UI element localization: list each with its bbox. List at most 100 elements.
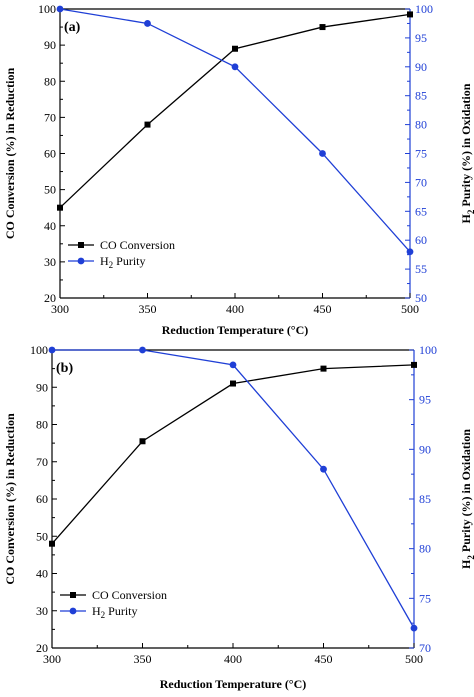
h2-purity-point [406,248,414,256]
h2-purity-point [48,346,56,354]
legend-marker-co-conversion [70,592,76,598]
x-tick-label: 350 [134,652,152,666]
y-left-tick-label: 90 [44,38,56,52]
legend: CO Conversion H2 Purity [60,588,167,620]
chart-panel-b: 300 350 400 450 500 20 30 40 50 60 70 80 90 100 70 75 80… [3,343,474,691]
h2-purity-point [320,465,327,473]
y-axis-left-label: CO Conversion (%) in Reduction [3,68,17,240]
h2-purity-point [410,624,418,632]
h2-purity-line [59,8,411,253]
y-left-tick-label: 80 [36,418,48,432]
y-right-tick-label: 75 [419,591,431,605]
y-left-tick-label: 50 [44,183,56,197]
y-axis-right-label-main: H [459,559,473,569]
co-conversion-point [411,361,417,368]
y-left-tick-label: 70 [44,110,56,124]
h2-purity-point [319,150,326,157]
y-left-tick-label: 50 [36,529,48,543]
legend: CO Conversion H2 Purity [68,238,175,270]
y-left-tick-label: 20 [44,291,56,305]
y-right-tick-label: 70 [415,175,427,189]
h2-purity-point [144,20,151,27]
co-conversion-point [49,540,55,547]
y-left-tick-label: 30 [36,604,48,618]
legend-label-h2-purity: H2 Purity [92,604,138,620]
y-right-tick-label: 95 [419,393,431,407]
y-right-tick-label: 90 [419,442,431,456]
y-axis-right-label-rest: Purity (%) in Oxidation [459,83,473,209]
y-right-tick-label: 80 [419,542,431,556]
legend-label-co-conversion: CO Conversion [100,238,175,252]
x-tick-label: 300 [51,302,69,316]
h2-purity-point [139,346,146,354]
y-right-tick-label: 85 [415,89,427,103]
co-conversion-point [407,11,413,18]
y-right-tick-label: 60 [415,233,427,247]
y-right-tick-label: 55 [415,262,427,276]
y-right-tick-label: 100 [419,343,437,357]
h2-purity-line [52,349,415,629]
y-left-tick-label: 40 [36,567,48,581]
legend-marker-co-conversion [78,242,84,248]
y-right-tick-label: 75 [415,147,427,161]
legend-label-sub: 2 [101,610,106,620]
legend-marker-h2-purity [77,257,85,265]
x-tick-label: 450 [315,652,333,666]
y-right-tick-label: 65 [415,204,427,218]
x-tick-label: 450 [314,302,332,316]
y-left-tick-label: 60 [44,147,56,161]
x-tick-label: 400 [226,302,244,316]
y-left-tick-label: 30 [44,255,56,269]
panel-label: (a) [64,20,81,35]
legend-label-h2-purity: H2 Purity [100,254,146,270]
co-conversion-point [319,24,326,31]
legend-label-rest: Purity [105,604,137,618]
y-left-tick-label: 20 [36,641,48,655]
legend-label-main: H [100,254,109,268]
x-axis-label: Reduction Temperature (°C) [162,323,309,337]
x-tick-label: 350 [139,302,157,316]
y-left-tick-label: 100 [38,2,56,16]
y-right-tick-label: 95 [415,31,427,45]
x-tick-label: 300 [43,652,61,666]
legend-label-main: H [92,604,101,618]
y-axis-right-label-sub: 2 [466,209,474,214]
legend-label-co-conversion: CO Conversion [92,588,167,602]
co-conversion-point [139,438,146,445]
co-conversion-point [144,121,151,128]
y-right-tick-label: 50 [415,291,427,305]
co-conversion-point [230,380,236,387]
legend-label-rest: Purity [113,254,145,268]
co-conversion-line [51,364,415,545]
y-left-tick-label: 60 [36,492,48,506]
y-right-tick-label: 90 [415,60,427,74]
x-tick-label: 500 [401,302,419,316]
y-axis-right-label: H2 Purity (%) in Oxidation [459,429,474,569]
y-right-tick-label: 100 [415,2,433,16]
panel-label: (b) [56,361,73,376]
co-conversion-line [59,13,411,209]
h2-purity-point [56,5,64,13]
y-axis-right-label-rest: Purity (%) in Oxidation [459,429,473,555]
y-left-tick-label: 90 [36,380,48,394]
legend-label-sub: 2 [109,260,114,270]
y-axis-left-label: CO Conversion (%) in Reduction [3,413,17,585]
h2-purity-point [229,361,237,369]
x-axis-label: Reduction Temperature (°C) [160,677,307,691]
y-left-tick-label: 100 [30,343,48,357]
legend-marker-h2-purity [69,607,77,615]
h2-purity-point [231,63,239,71]
x-tick-label: 400 [224,652,242,666]
y-axis-right-label-main: H [459,213,473,223]
y-axis-right-label-sub: 2 [466,555,474,560]
y-left-tick-label: 70 [36,455,48,469]
y-left-tick-label: 40 [44,219,56,233]
y-left-tick-label: 80 [44,74,56,88]
co-conversion-point [232,45,238,52]
x-tick-label: 500 [405,652,423,666]
co-conversion-point [320,365,327,372]
y-right-tick-label: 80 [415,118,427,132]
chart-panel-a: 300 350 400 450 500 20 30 40 50 60 70 80 90 100 50 55 60… [3,2,474,337]
y-axis-right-label: H2 Purity (%) in Oxidation [459,83,474,223]
